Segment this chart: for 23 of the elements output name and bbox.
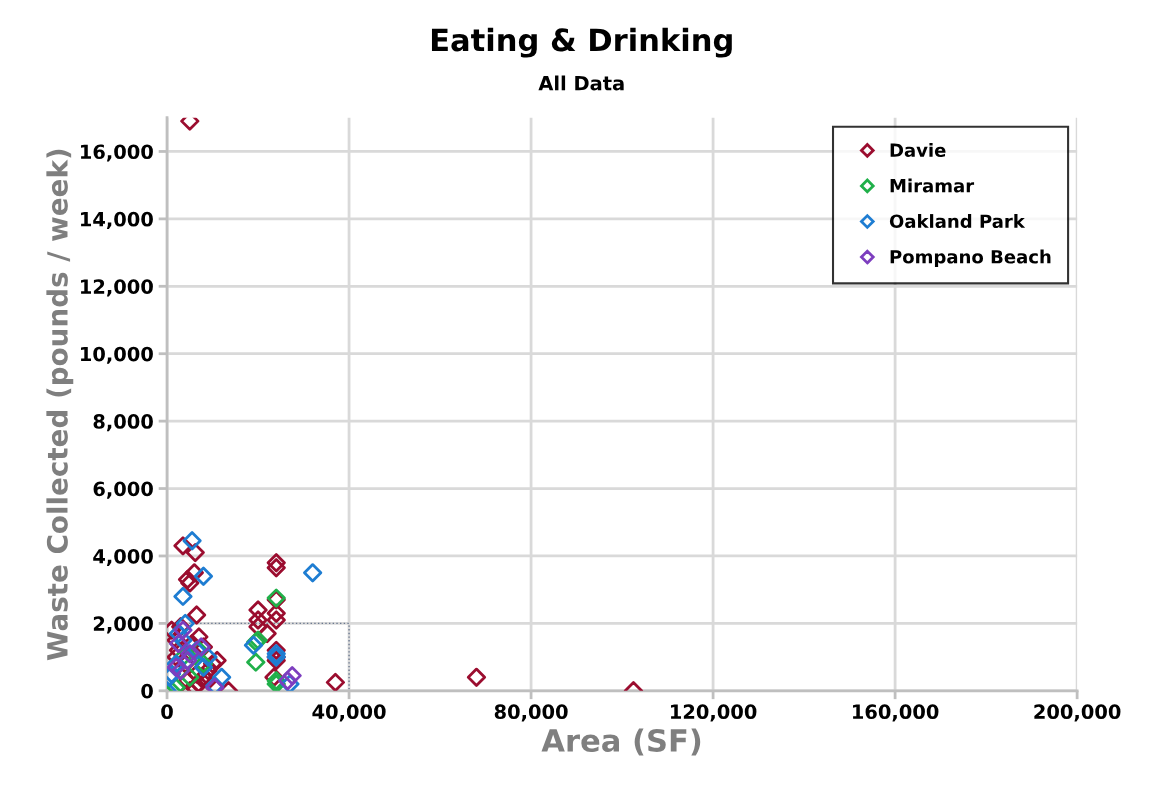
x-tick-label: 160,000	[853, 704, 939, 722]
y-tick-label: 6,000	[93, 481, 153, 499]
x-tick-label: 200,000	[1034, 704, 1121, 722]
legend-label: Davie	[890, 143, 946, 157]
x-tick-label: 40,000	[312, 704, 386, 722]
y-tick-label: 8,000	[93, 414, 153, 432]
y-tick-label: 12,000	[81, 279, 153, 297]
y-tick-label: 16,000	[81, 144, 153, 162]
x-tick-label: 0	[161, 704, 173, 720]
y-tick-label: 14,000	[81, 211, 153, 230]
legend-label: Pompano Beach	[890, 249, 1051, 268]
legend-label: Miramar	[890, 178, 975, 193]
chart-title: Eating & Drinking	[431, 27, 732, 58]
y-tick-label: 10,000	[81, 346, 153, 364]
legend-label: Oakland Park	[889, 214, 1026, 229]
x-tick-label: 80,000	[494, 704, 568, 722]
chart-subtitle: All Data	[538, 75, 624, 91]
y-tick-label: 4,000	[93, 548, 153, 567]
y-axis-title: Waste Collected (pounds / week)	[46, 149, 74, 661]
x-tick-label: 120,000	[671, 704, 757, 722]
y-tick-label: 0	[141, 683, 153, 699]
y-tick-label: 2,000	[93, 616, 153, 634]
x-axis-title: Area (SF)	[541, 728, 701, 756]
